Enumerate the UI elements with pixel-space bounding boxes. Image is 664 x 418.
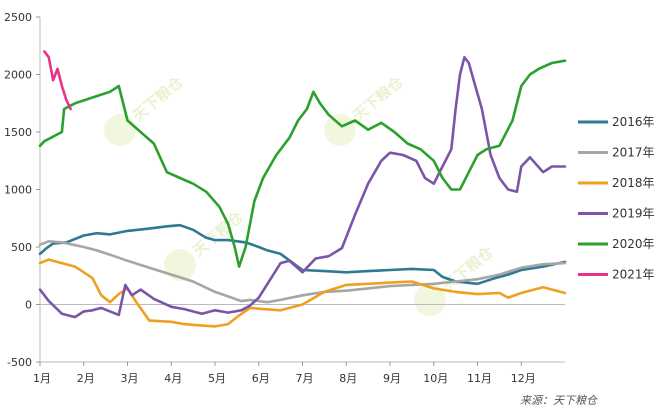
x-tick-label: 11月 xyxy=(467,372,492,385)
x-tick-label: 4月 xyxy=(164,372,182,385)
legend-label: 2018年 xyxy=(612,176,655,190)
source-note: 来源：天下粮仓 xyxy=(520,394,598,407)
series-line-2016年 xyxy=(38,223,567,286)
series-line-2019年 xyxy=(38,55,567,319)
legend-item: 2016年 xyxy=(578,115,655,129)
legend: 2016年 2017年 2018年 2019年 2020年 2021年 xyxy=(578,115,655,282)
legend-item: 2017年 xyxy=(578,146,655,160)
y-tick-label: 2000 xyxy=(4,69,32,82)
x-tick-label: 5月 xyxy=(208,372,226,385)
x-tick-label: 7月 xyxy=(296,372,314,385)
series-line-2020年 xyxy=(38,59,567,268)
legend-label: 2021年 xyxy=(612,268,655,282)
y-tick-label: 2500 xyxy=(4,11,32,24)
x-tick-label: 6月 xyxy=(252,372,270,385)
y-tick-label: -500 xyxy=(7,356,32,369)
legend-label: 2016年 xyxy=(612,115,655,129)
x-tick-label: 12月 xyxy=(511,372,536,385)
y-tick-label: 500 xyxy=(11,241,32,254)
axes: -500 0 500 1000 1500 2000 2500 1月 2月 3月 4月 5月 6月 7月 8月… xyxy=(4,11,565,385)
x-tick-label: 9月 xyxy=(383,372,401,385)
watermark-logo: 天下粮仓 xyxy=(324,72,407,146)
x-tick-label: 8月 xyxy=(339,372,357,385)
svg-text:天下粮仓: 天下粮仓 xyxy=(439,242,497,295)
legend-item: 2021年 xyxy=(578,268,655,282)
x-tick-label: 3月 xyxy=(121,372,139,385)
series-line-2018年 xyxy=(38,258,567,328)
y-tick-label: 1000 xyxy=(4,184,32,197)
legend-item: 2018年 xyxy=(578,176,655,190)
legend-label: 2019年 xyxy=(612,207,655,221)
legend-label: 2017年 xyxy=(612,146,655,160)
svg-text:天下粮仓: 天下粮仓 xyxy=(349,72,407,125)
y-tick-label: 1500 xyxy=(4,126,32,139)
legend-label: 2020年 xyxy=(612,237,655,251)
x-tick-label: 1月 xyxy=(33,372,51,385)
series-line-2017年 xyxy=(38,240,567,304)
legend-item: 2019年 xyxy=(578,207,655,221)
legend-item: 2020年 xyxy=(578,237,655,251)
series-layer xyxy=(38,50,567,328)
x-tick-label: 2月 xyxy=(77,372,95,385)
svg-text:天下粮仓: 天下粮仓 xyxy=(129,72,187,125)
x-tick-label: 10月 xyxy=(423,372,448,385)
y-tick-label: 0 xyxy=(25,299,32,312)
series-line-2021年 xyxy=(43,50,72,111)
